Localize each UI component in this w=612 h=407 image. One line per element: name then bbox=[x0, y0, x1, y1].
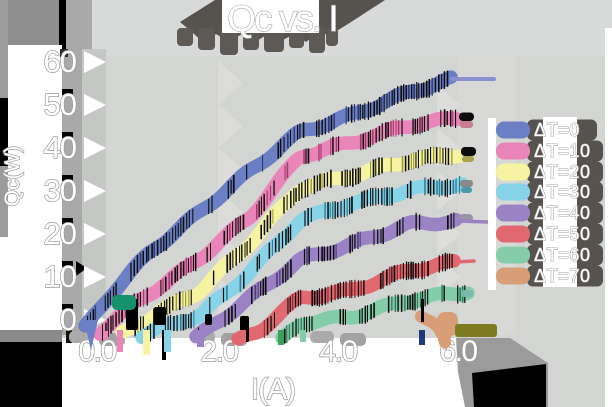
svg-text:4.0: 4.0 bbox=[319, 335, 357, 368]
svg-text:10: 10 bbox=[44, 259, 77, 294]
svg-text:20: 20 bbox=[44, 216, 77, 251]
svg-text:0.0: 0.0 bbox=[78, 335, 116, 368]
svg-text:ΔT=60: ΔT=60 bbox=[534, 245, 591, 265]
svg-text:ΔT=70: ΔT=70 bbox=[534, 266, 591, 286]
svg-text:ΔT=40: ΔT=40 bbox=[534, 203, 591, 223]
svg-text:Qc vs. I: Qc vs. I bbox=[227, 0, 336, 39]
svg-text:Qc(W): Qc(W) bbox=[1, 146, 24, 207]
svg-text:60: 60 bbox=[44, 44, 77, 79]
svg-text:ΔT=50: ΔT=50 bbox=[534, 224, 591, 244]
svg-text:0: 0 bbox=[60, 302, 77, 337]
svg-text:I(A): I(A) bbox=[251, 373, 295, 406]
svg-text:50: 50 bbox=[44, 87, 77, 122]
svg-text:ΔT=20: ΔT=20 bbox=[534, 162, 591, 182]
svg-text:ΔT=30: ΔT=30 bbox=[534, 182, 591, 202]
svg-text:ΔT=0: ΔT=0 bbox=[534, 120, 580, 140]
svg-text:ΔT=10: ΔT=10 bbox=[534, 141, 591, 161]
svg-text:40: 40 bbox=[44, 130, 77, 165]
svg-text:30: 30 bbox=[44, 173, 77, 208]
